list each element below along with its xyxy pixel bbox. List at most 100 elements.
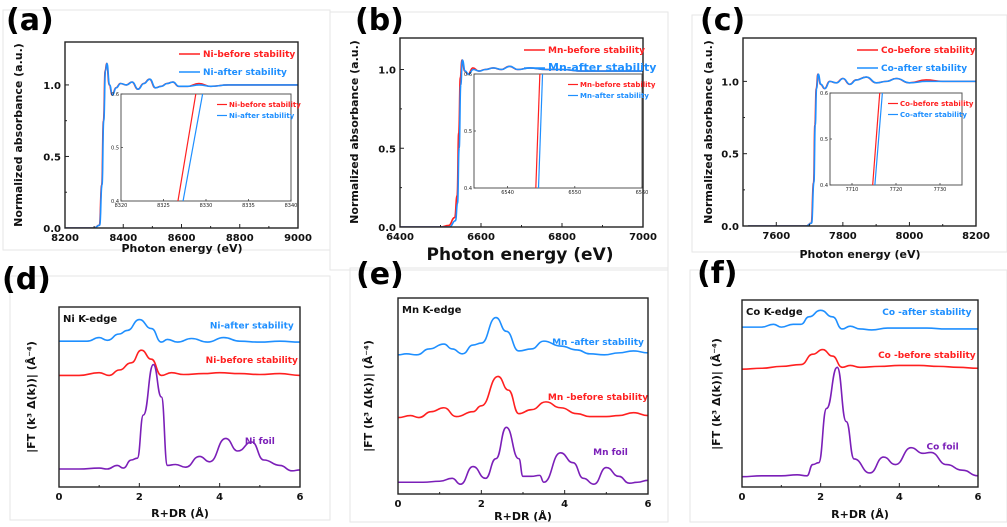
inset-legend-label: Mn-after stability: [580, 92, 649, 100]
x-tick-label: 4: [896, 492, 903, 503]
inset-frame: [120, 93, 292, 202]
series-label: Ni-after stability: [210, 322, 294, 332]
x-tick-label: 7800: [829, 231, 857, 242]
inset-x-tick-label: 8320: [115, 203, 128, 209]
series-label: Mn -before stability: [548, 393, 648, 403]
x-tick-label: 2: [478, 499, 485, 510]
inset-frame: [829, 92, 963, 186]
x-tick-label: 0: [56, 492, 63, 503]
y-tick-label: 1.0: [43, 81, 61, 92]
inset-y-tick-label: 0.4: [464, 186, 472, 192]
panel-label: (b): [355, 3, 404, 38]
inset-legend-label: Co-before stability: [900, 100, 974, 108]
panel-d: (d) Ni-after stability Ni-before stability…: [2, 262, 331, 521]
y-axis-title: |FT (k³ Δ(k))| (Å⁻⁴): [710, 338, 723, 450]
series-line-after: [59, 318, 300, 343]
series-line-before: [398, 375, 648, 419]
x-tick-label: 8000: [896, 231, 924, 242]
panel-border: [349, 267, 669, 523]
inset-series-line: [872, 92, 881, 186]
inset-x-tick-label: 8330: [200, 203, 213, 209]
series-line-after: [400, 59, 643, 227]
y-tick-label: 1.0: [378, 66, 396, 77]
x-tick-label: 8200: [962, 231, 990, 242]
series-line-foil: [59, 363, 300, 472]
edge-label: Ni K-edge: [63, 314, 117, 325]
series-line-after: [742, 309, 978, 331]
legend-label: Mn-after stability: [548, 61, 656, 74]
inset-legend-label: Ni-before stability: [229, 101, 301, 109]
inset-y-tick-label: 0.4: [820, 183, 828, 189]
inset-legend-label: Mn-before stability: [580, 81, 656, 89]
inset-x-tick-label: 8335: [242, 203, 255, 209]
inset-y-tick-label: 0.5: [111, 146, 119, 152]
x-tick-label: 2: [136, 492, 143, 503]
y-axis-title: |FT (k³ Δ(k))| (Å⁻⁴): [362, 340, 375, 452]
series-line-foil: [398, 426, 648, 486]
inset-y-tick-label: 0.6: [820, 91, 828, 97]
series-line-after: [398, 316, 648, 356]
series-line-after: [65, 62, 298, 228]
inset-y-tick-label: 0.4: [111, 199, 119, 205]
series-label: Mn foil: [593, 448, 628, 458]
panel-label: (d): [2, 262, 51, 297]
inset-x-tick-label: 7720: [890, 187, 903, 193]
inset-x-tick-label: 7730: [934, 187, 947, 193]
y-axis-title: Normalized absorbance (a.u.): [702, 40, 715, 224]
panel-border: [691, 14, 1007, 253]
inset-x-tick-label: 8340: [285, 203, 298, 209]
inset-x-tick-label: 6560: [636, 190, 649, 196]
legend-label: Co-after stability: [881, 64, 967, 74]
y-tick-label: 0.5: [378, 144, 396, 155]
plot-frame: [741, 299, 979, 488]
x-tick-label: 9000: [284, 233, 312, 244]
panel-label: (c): [700, 3, 745, 38]
series-label: Ni-before stability: [206, 356, 298, 366]
y-tick-label: 0.5: [43, 152, 61, 163]
series-line-before: [742, 348, 978, 370]
inset-a: 8320 8325 8330 8335 8340 0.4 0.5 0.6 Ni-before s…: [111, 92, 301, 209]
x-axis-title: R+DR (Å): [494, 510, 552, 523]
x-tick-label: 7000: [629, 232, 657, 243]
series-line-foil: [742, 366, 978, 478]
inset-x-tick-label: 6540: [501, 190, 514, 196]
x-axis-title: Photon energy (eV): [121, 242, 242, 255]
inset-series-line: [535, 73, 541, 189]
legend-label: Mn-before stability: [548, 46, 645, 56]
y-tick-label: 0.5: [721, 150, 739, 161]
x-tick-label: 6: [297, 492, 304, 503]
inset-series-line: [182, 93, 204, 202]
x-axis-title: Photon energy (eV): [799, 248, 920, 261]
inset-y-tick-label: 0.6: [464, 72, 472, 78]
inset-legend-label: Co-after stability: [900, 111, 967, 119]
x-tick-label: 0: [395, 499, 402, 510]
panel-b: (b) 6400 6600 6800 7000 0.0 0.5 1.0 Photon energ…: [329, 3, 669, 271]
legend-label: Ni-after stability: [203, 68, 287, 78]
x-tick-label: 8400: [109, 233, 137, 244]
inset-y-tick-label: 0.6: [111, 92, 119, 98]
series-label: Ni foil: [245, 437, 275, 447]
inset-legend-label: Ni-after stability: [229, 112, 295, 120]
y-tick-label: 0.0: [721, 222, 739, 233]
x-axis-title: Photon energy (eV): [426, 245, 613, 265]
plot-frame: [742, 37, 977, 227]
panel-label: (f): [697, 256, 737, 291]
x-tick-label: 4: [561, 499, 568, 510]
series-label: Mn -after stability: [552, 338, 644, 348]
x-tick-label: 6: [975, 492, 982, 503]
inset-b: 6540 6550 6560 0.4 0.5 0.6 Mn-before stability…: [464, 72, 656, 196]
x-tick-label: 8800: [226, 233, 254, 244]
y-axis-title: Normalized absorbance (a.u.): [12, 43, 25, 227]
panel-f: (f) Co -after stability Co -before stabili…: [689, 256, 1007, 523]
panel-label: (e): [356, 257, 404, 292]
panel-border: [689, 269, 1007, 523]
inset-x-tick-label: 7710: [846, 187, 859, 193]
x-tick-label: 8600: [168, 233, 196, 244]
y-tick-label: 1.0: [721, 77, 739, 88]
inset-y-tick-label: 0.5: [820, 137, 828, 143]
x-tick-label: 8200: [51, 233, 79, 244]
inset-series-line: [177, 93, 197, 202]
x-tick-label: 4: [216, 492, 223, 503]
y-tick-label: 0.0: [378, 223, 396, 234]
